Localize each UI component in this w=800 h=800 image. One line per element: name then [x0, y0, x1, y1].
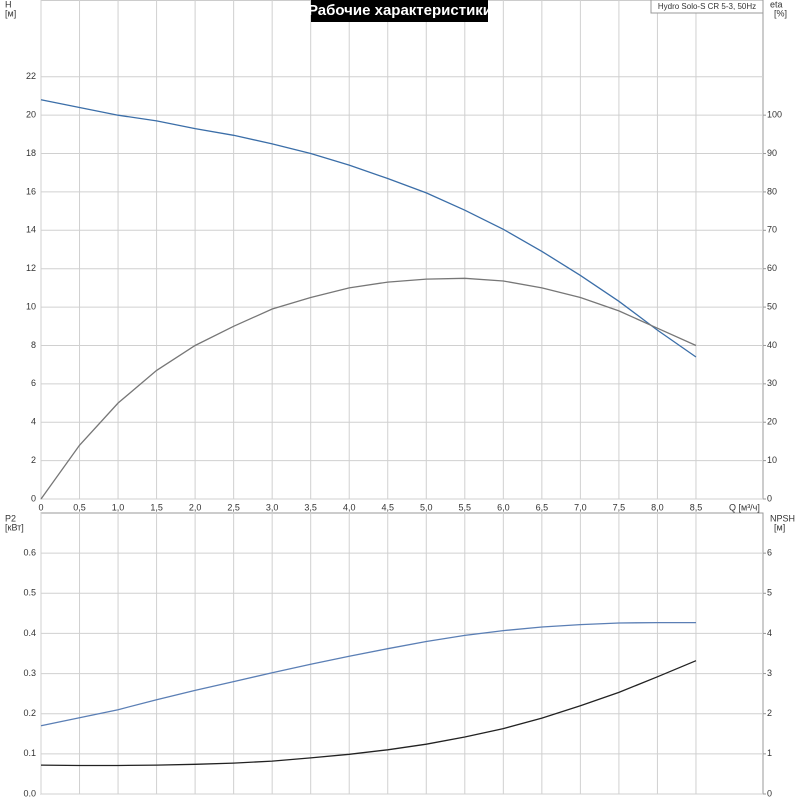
y2-tick-label: 40 [767, 340, 777, 350]
title-box [311, 0, 488, 22]
x-tick-label: 4,5 [381, 502, 394, 512]
x-tick-label: 2,5 [227, 502, 240, 512]
x-tick-label: 5,5 [459, 502, 472, 512]
y2-tick-label: 0 [767, 788, 772, 798]
y-tick-label: 0.3 [23, 668, 36, 678]
y-tick-label: 8 [31, 340, 36, 350]
x-tick-label: 1,0 [112, 502, 125, 512]
x-tick-label: 8,0 [651, 502, 664, 512]
y2-tick-label: 50 [767, 301, 777, 311]
y-tick-label: 4 [31, 417, 36, 427]
y2-tick-label: 60 [767, 263, 777, 273]
line-series [40, 660, 697, 767]
y-tick-label: 20 [26, 110, 36, 120]
y-tick-label: 0 [31, 493, 36, 503]
y2-tick-label: 80 [767, 186, 777, 196]
plot-area [40, 0, 764, 500]
y-tick-label: 6 [31, 378, 36, 388]
x-tick-label: 0 [38, 502, 43, 512]
y2-axis-unit: [%] [774, 8, 787, 18]
plot-area [40, 512, 764, 795]
y2-axis-unit: [м] [774, 522, 785, 532]
y2-tick-label: 70 [767, 225, 777, 235]
line-series [40, 99, 697, 358]
x-tick-label: 7,5 [613, 502, 626, 512]
legend-box [650, 0, 764, 14]
x-tick-label: 8,5 [690, 502, 703, 512]
y2-tick-label: 30 [767, 378, 777, 388]
x-tick-label: 3,0 [266, 502, 279, 512]
y-tick-label: 0.4 [23, 628, 36, 638]
y-axis-unit: [м] [5, 8, 16, 18]
y-axis-unit: [кВт] [5, 522, 24, 532]
legend-entry: Hydro Solo-S CR 5-3, 50Hz [658, 2, 756, 11]
y2-axis-label: eta [770, 0, 783, 9]
y-tick-label: 0.2 [23, 708, 36, 718]
x-tick-label: 7,0 [574, 502, 587, 512]
line-series [40, 277, 697, 500]
y-tick-label: 2 [31, 455, 36, 465]
y-axis-label: P2 [5, 513, 16, 523]
y2-tick-label: 2 [767, 708, 772, 718]
x-tick-label: 1,5 [150, 502, 163, 512]
x-tick-label: 0,5 [73, 502, 86, 512]
y2-tick-label: 5 [767, 588, 772, 598]
y2-tick-label: 0 [767, 493, 772, 503]
y2-tick-label: 3 [767, 668, 772, 678]
y2-tick-label: 90 [767, 148, 777, 158]
x-tick-label: 5,0 [420, 502, 433, 512]
y-tick-label: 12 [26, 263, 36, 273]
y2-tick-label: 1 [767, 748, 772, 758]
x-tick-label: 3,5 [304, 502, 317, 512]
y-tick-label: 14 [26, 225, 36, 235]
x-axis-label: Q [м³/ч] [729, 502, 760, 512]
x-tick-label: 4,0 [343, 502, 356, 512]
line-series [40, 621, 696, 727]
x-tick-label: 2,0 [189, 502, 202, 512]
y-tick-label: 16 [26, 186, 36, 196]
y-tick-label: 0.1 [23, 748, 36, 758]
y-tick-label: 18 [26, 148, 36, 158]
x-tick-label: 6,5 [536, 502, 549, 512]
y2-tick-label: 4 [767, 628, 772, 638]
y-tick-label: 0.6 [23, 548, 36, 558]
chart-title: Рабочие характеристики [308, 2, 492, 19]
y2-axis-label: NPSH [770, 513, 795, 523]
y2-tick-label: 20 [767, 417, 777, 427]
y-tick-label: 10 [26, 301, 36, 311]
y2-tick-label: 10 [767, 455, 777, 465]
y-tick-label: 0.0 [23, 788, 36, 798]
x-tick-label: 6,0 [497, 502, 510, 512]
y2-tick-label: 100 [767, 110, 782, 120]
y-axis-label: H [5, 0, 12, 9]
y-tick-label: 0.5 [23, 588, 36, 598]
y-tick-label: 22 [26, 71, 36, 81]
y2-tick-label: 6 [767, 548, 772, 558]
